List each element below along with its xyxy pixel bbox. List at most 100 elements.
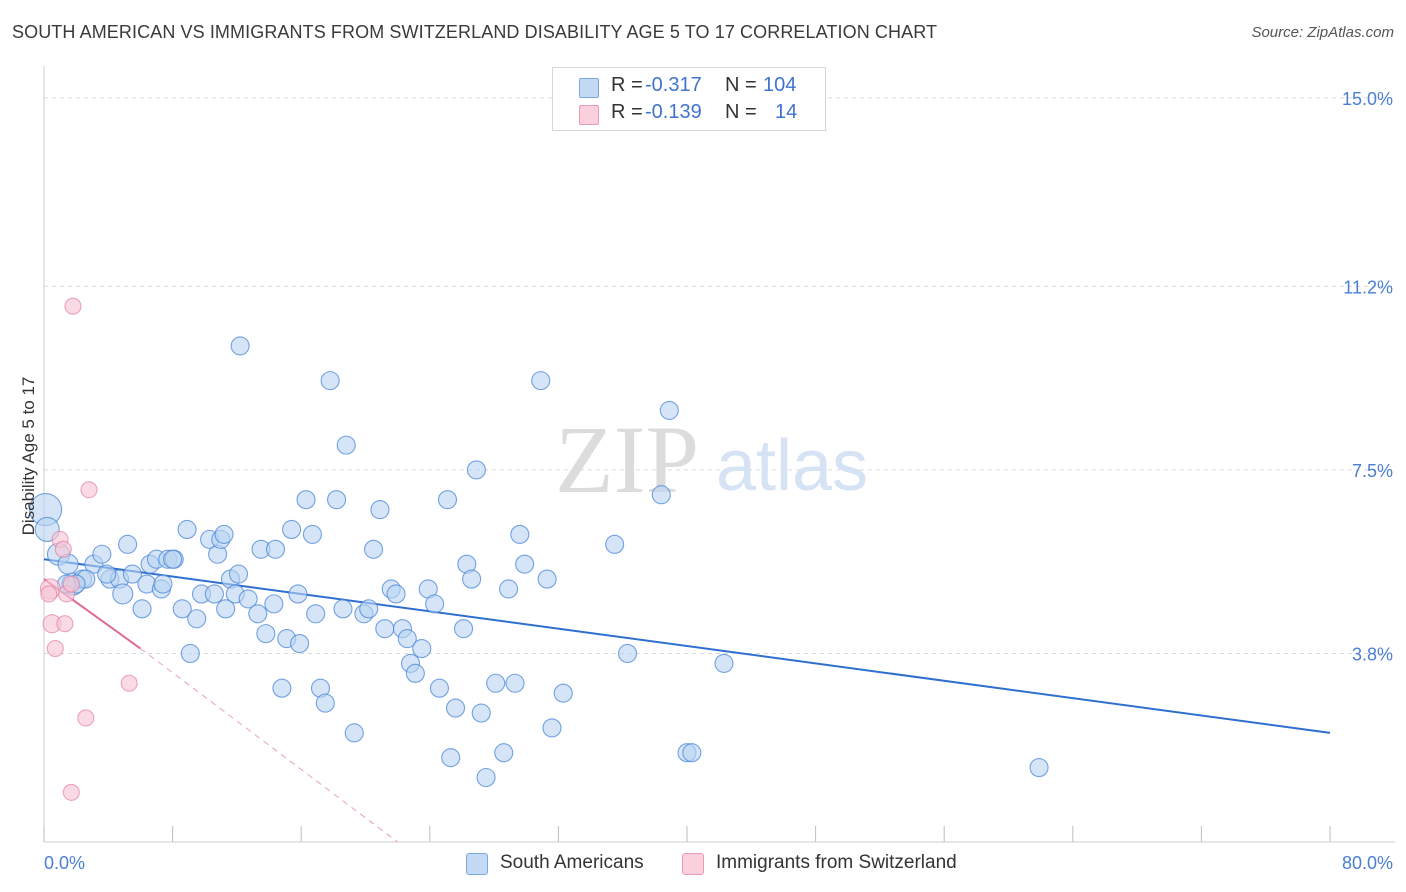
point-south-americans	[112, 583, 134, 605]
x-tick-label: 80.0%	[1342, 853, 1393, 873]
axes	[43, 66, 1395, 843]
point-south-americans	[296, 490, 316, 510]
point-south-americans	[272, 678, 292, 698]
legend-swatch	[682, 853, 704, 875]
point-south-americans	[256, 624, 276, 644]
point-south-americans	[230, 336, 250, 356]
point-south-americans	[118, 534, 138, 554]
point-south-americans	[714, 653, 734, 673]
point-south-americans	[180, 643, 200, 664]
point-south-americans	[153, 574, 173, 594]
point-south-americans	[405, 663, 425, 683]
r-value: -0.139	[645, 101, 702, 123]
point-south-americans	[214, 524, 234, 544]
point-south-americans	[132, 599, 152, 619]
point-south-americans	[92, 544, 112, 564]
point-south-americans	[412, 638, 432, 659]
point-south-americans	[617, 643, 638, 664]
point-south-americans	[542, 718, 562, 738]
point-south-americans	[462, 569, 482, 589]
n-value: 104	[763, 74, 797, 96]
point-south-americans	[466, 460, 486, 480]
point-south-americans	[228, 564, 249, 584]
point-south-americans	[97, 564, 117, 584]
point-south-americans	[306, 604, 326, 624]
point-south-americans	[386, 584, 406, 604]
point-south-americans	[238, 589, 258, 609]
point-south-americans	[425, 594, 445, 614]
point-south-americans	[1029, 758, 1049, 778]
point-south-americans	[375, 619, 395, 639]
y-tick-label: 3.8%	[1352, 644, 1393, 664]
r-value: -0.317	[645, 74, 702, 96]
point-south-americans	[248, 604, 268, 624]
point-south-americans	[397, 629, 417, 649]
point-south-americans	[682, 743, 702, 763]
point-south-americans	[333, 599, 353, 619]
point-south-americans	[172, 599, 192, 619]
point-south-americans	[216, 599, 236, 619]
point-south-americans	[486, 673, 506, 693]
point-switzerland	[56, 615, 74, 633]
watermark-atlas: atlas	[716, 426, 868, 506]
point-south-americans	[290, 634, 310, 654]
point-south-americans	[659, 400, 679, 420]
n-label: N =	[725, 74, 757, 96]
point-south-americans	[320, 371, 340, 391]
y-axis-title: Disability Age 5 to 17	[19, 377, 38, 536]
r-label: R =	[611, 74, 643, 96]
source-credit: Source: ZipAtlas.com	[1251, 24, 1394, 41]
point-south-americans	[454, 619, 474, 639]
point-switzerland	[46, 639, 64, 658]
legend-label: Immigrants from Switzerland	[716, 852, 957, 873]
point-south-americans	[476, 767, 496, 788]
point-south-americans	[204, 584, 224, 604]
point-south-americans	[510, 524, 530, 544]
point-south-americans	[122, 564, 142, 584]
y-tick-label: 15.0%	[1342, 89, 1393, 109]
point-south-americans	[163, 549, 183, 569]
stats-row-switzerland: R = -0.139 N = 14	[553, 101, 825, 127]
point-south-americans	[359, 599, 379, 619]
legend-label: South Americans	[500, 852, 644, 873]
legend-swatch	[466, 853, 488, 875]
legend: South Americans Immigrants from Switzerl…	[0, 851, 1406, 879]
y-tick-labels: 3.8% 7.5% 11.2% 15.0%	[1342, 89, 1393, 665]
x-tick-label: 0.0%	[44, 853, 85, 873]
point-south-americans	[344, 723, 364, 743]
stats-row-south-americans: R = -0.317 N = 104	[553, 74, 825, 100]
point-south-americans	[187, 609, 207, 629]
point-south-americans	[327, 490, 347, 510]
y-tick-label: 7.5%	[1352, 461, 1393, 481]
point-switzerland	[54, 540, 72, 558]
trend-line-south-americans	[43, 558, 1331, 734]
point-south-americans	[515, 554, 535, 574]
point-switzerland	[77, 709, 95, 727]
point-switzerland	[64, 297, 82, 315]
point-south-americans	[336, 435, 356, 455]
point-south-americans	[370, 500, 390, 520]
stats-box: R = -0.317 N = 104 R = -0.139 N = 14	[552, 67, 826, 131]
point-south-americans	[499, 579, 519, 599]
watermark: ZIP atlas	[555, 406, 868, 513]
n-value: 14	[775, 101, 798, 123]
point-switzerland	[62, 575, 80, 593]
x-tick-labels: 0.0% 80.0%	[44, 853, 1393, 873]
stats-swatch	[579, 78, 599, 98]
point-south-americans	[302, 524, 323, 544]
y-tick-label: 11.2%	[1343, 277, 1393, 297]
point-south-americans	[265, 539, 286, 559]
point-switzerland	[120, 674, 138, 692]
chart-title: SOUTH AMERICAN VS IMMIGRANTS FROM SWITZE…	[12, 22, 938, 42]
point-south-americans	[429, 678, 449, 698]
point-south-americans	[177, 519, 197, 540]
point-south-americans	[553, 683, 573, 703]
point-south-americans	[437, 490, 458, 510]
point-south-americans	[441, 748, 461, 768]
point-switzerland	[62, 783, 80, 801]
point-south-americans	[505, 673, 525, 693]
point-switzerland	[40, 585, 58, 603]
stats-swatch	[579, 105, 599, 125]
point-south-americans	[651, 485, 671, 505]
